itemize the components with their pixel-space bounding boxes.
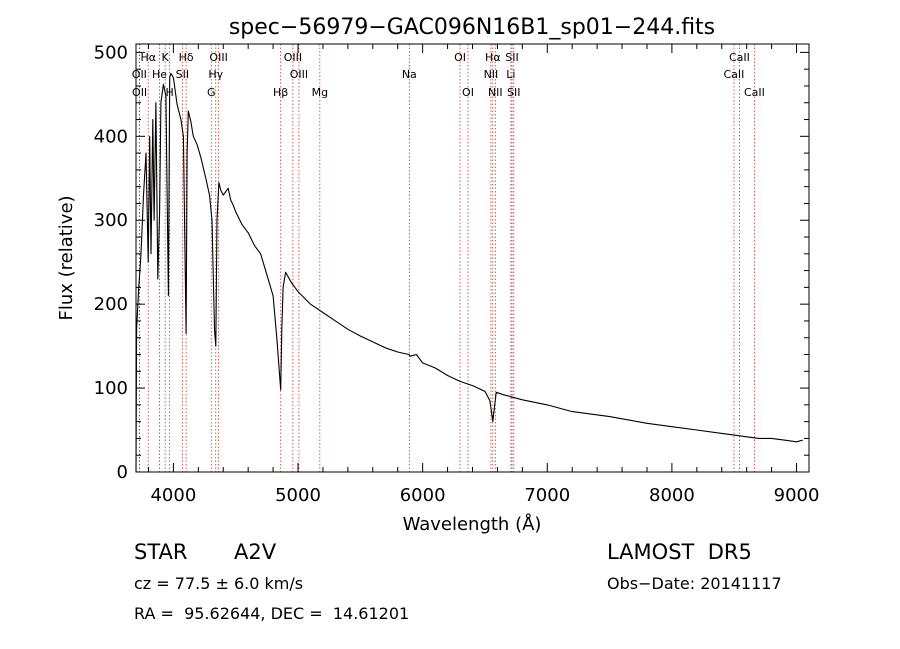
obs-date: Obs−Date: 20141117 [607,574,782,593]
line-marker-label: K [162,51,170,64]
line-marker-label: NII [484,68,499,81]
line-marker-label: SII [507,86,520,99]
line-marker-label: OIII [290,68,308,81]
y-tick-label: 500 [94,42,128,63]
line-marker-label: OI [454,51,466,64]
line-markers [138,44,755,472]
spectrum-chart: Hα K Hδ OIII OIII OI Hα SII CaII OII He SII Hγ OIII Na… [56,15,820,535]
y-tick-label: 0 [117,462,128,483]
y-axis-label: Flux (relative) [56,195,77,320]
line-marker-label: G [207,86,216,99]
line-marker-label: Mg [312,86,328,99]
line-marker-label: OIII [209,51,227,64]
x-axis-label: Wavelength (Å) [403,513,542,535]
line-marker-label: Hβ [273,86,288,99]
line-marker-label: NII [488,86,503,99]
line-marker-label: OIII [284,51,302,64]
line-marker-label: CaII [724,68,745,81]
x-tick-label: 5000 [275,485,321,506]
line-marker-label: Hα [140,51,156,64]
line-marker-label: He [152,68,167,81]
line-marker-label: OI [462,86,474,99]
x-tick-label: 9000 [774,485,820,506]
spectrum-line [135,72,803,473]
x-tick-label: 8000 [649,485,695,506]
x-axis: 4000 5000 6000 7000 8000 9000 [147,44,820,506]
line-marker-labels: Hα K Hδ OIII OIII OI Hα SII CaII OII He SII Hγ OIII Na… [132,51,765,99]
line-marker-label: SII [505,51,518,64]
line-marker-label: Hα [485,51,501,64]
redshift-text: cz = 77.5 ± 6.0 km/s [134,574,304,593]
coordinates: RA = 95.62644, DEC = 14.61201 [134,604,410,623]
y-axis: 0 100 200 300 400 500 [94,42,809,483]
x-tick-label: 4000 [150,485,196,506]
spectral-subclass: A2V [234,540,277,564]
line-marker-label: SII [176,68,189,81]
line-marker-label: Li [506,68,515,81]
x-tick-label: 7000 [524,485,570,506]
line-marker-label: Hδ [179,51,194,64]
line-marker-label: CaII [744,86,765,99]
line-marker-label: OII [132,68,147,81]
chart-title: spec−56979−GAC096N16B1_sp01−244.fits [229,15,715,40]
line-marker-label: Na [402,68,417,81]
line-marker-label: OII [132,86,147,99]
x-tick-label: 6000 [400,485,446,506]
object-type: STAR [134,540,188,564]
line-marker-label: Hγ [208,68,223,81]
y-tick-label: 200 [94,294,128,315]
line-marker-label: CaII [729,51,750,64]
survey-release: LAMOST DR5 [607,540,752,564]
y-tick-label: 100 [94,378,128,399]
y-tick-label: 300 [94,210,128,231]
plot-frame [135,43,810,473]
y-tick-label: 400 [94,126,128,147]
